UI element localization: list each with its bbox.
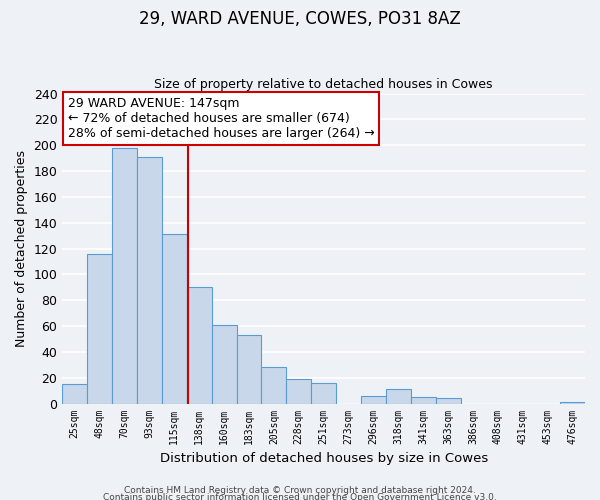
Bar (386, 390, 411, 404)
Bar (162, 234, 187, 404)
Title: Size of property relative to detached houses in Cowes: Size of property relative to detached ho… (154, 78, 493, 91)
Bar (560, 402, 585, 404)
Bar (87, 254, 112, 404)
Bar (137, 157, 162, 404)
Bar (286, 379, 311, 404)
Text: Contains public sector information licensed under the Open Government Licence v3: Contains public sector information licen… (103, 494, 497, 500)
Bar (436, 398, 461, 404)
Bar (311, 383, 336, 404)
Text: 29, WARD AVENUE, COWES, PO31 8AZ: 29, WARD AVENUE, COWES, PO31 8AZ (139, 10, 461, 28)
Y-axis label: Number of detached properties: Number of detached properties (15, 150, 28, 347)
Bar (62, 384, 87, 404)
Bar (212, 325, 236, 404)
X-axis label: Distribution of detached houses by size in Cowes: Distribution of detached houses by size … (160, 452, 488, 465)
Bar (187, 288, 212, 404)
Bar (411, 397, 436, 404)
Bar (112, 148, 137, 404)
Bar (236, 335, 262, 404)
Bar (262, 368, 286, 404)
Text: 29 WARD AVENUE: 147sqm
← 72% of detached houses are smaller (674)
28% of semi-de: 29 WARD AVENUE: 147sqm ← 72% of detached… (68, 96, 374, 140)
Text: Contains HM Land Registry data © Crown copyright and database right 2024.: Contains HM Land Registry data © Crown c… (124, 486, 476, 495)
Bar (361, 396, 386, 404)
